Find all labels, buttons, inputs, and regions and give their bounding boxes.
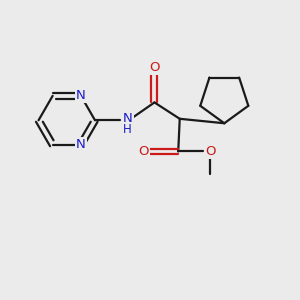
Text: H: H — [123, 123, 132, 136]
Text: N: N — [76, 138, 86, 151]
Text: O: O — [205, 145, 215, 158]
Text: O: O — [138, 145, 149, 158]
Text: N: N — [76, 89, 86, 102]
Text: N: N — [123, 112, 133, 125]
Text: O: O — [149, 61, 160, 74]
